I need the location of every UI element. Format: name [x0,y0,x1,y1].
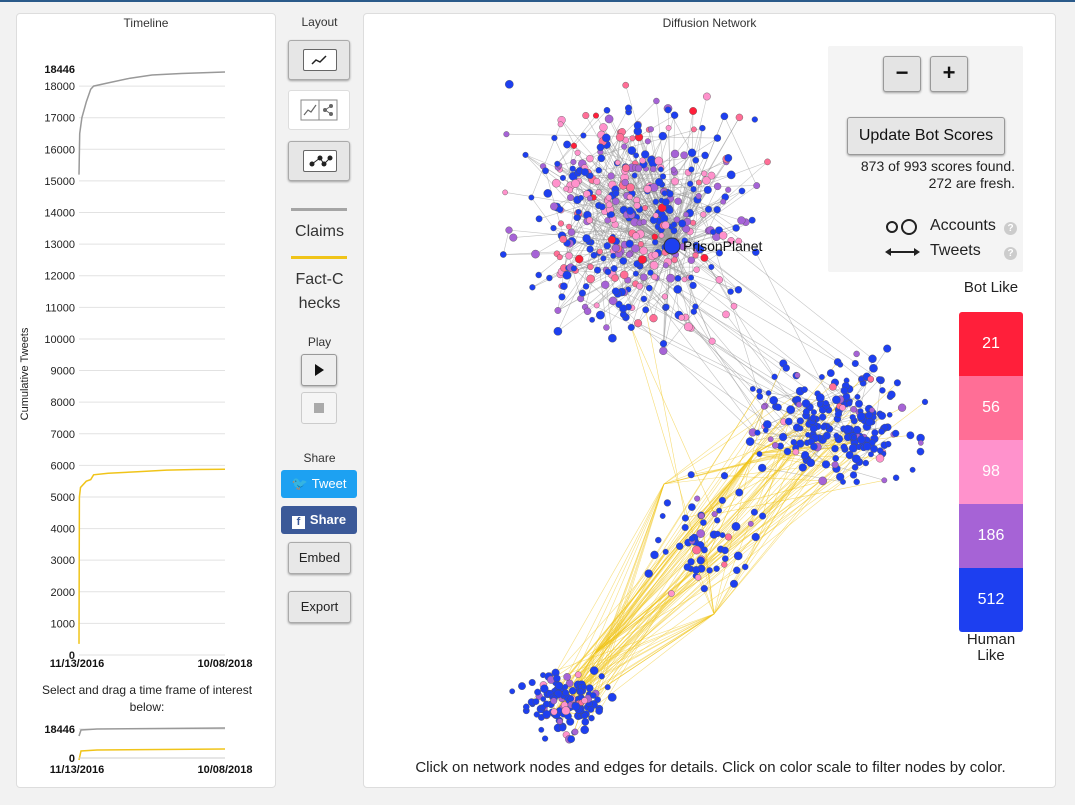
update-bot-scores-button[interactable]: Update Bot Scores [847,117,1005,155]
stop-icon [314,403,324,413]
brush-yellow-line [78,748,226,761]
tweet-label: Tweet [311,476,347,491]
y-max-label: 18446 [44,64,75,76]
scores-found-text: 873 of 993 scores found. [860,158,1015,174]
factchecks-text: Fact-Checks [295,271,344,312]
network-icon [303,150,337,172]
y-tick-label: 16000 [44,144,75,156]
claims-legend-line [291,208,347,211]
top-border [0,0,1075,2]
layout-split-button[interactable] [288,90,350,130]
controls-column: Layout Claims Fact-Checks Play Share 🐦 Tw… [281,13,357,788]
layout-timeline-button[interactable] [288,40,350,80]
timeline-chart[interactable]: Cumulative Tweets 0 1000 2000 3000 4000 5000 6… [17,54,275,714]
tweets-legend-label: Tweets [930,242,981,259]
y-tick-label: 5000 [51,492,75,504]
network-tools-box: − + Update Bot Scores 873 of 993 scores … [828,46,1023,272]
prisonplanet-node-label[interactable]: PrisonPlanet [683,238,763,254]
y-tick-label: 1000 [51,618,75,630]
bot-like-label: Bot Like [963,279,1019,296]
tweets-legend-icon [885,248,920,256]
human-like-label: Human Like [966,631,1016,664]
y-tick-label: 12000 [44,271,75,283]
y-tick-label: 7000 [51,429,75,441]
brush-end-label: 10/08/2018 [197,764,252,776]
share-title: Share [303,451,336,465]
timeline-panel: Timeline Cumulative Tweets 0 1000 2000 3000… [16,13,276,788]
y-tick-label: 18000 [44,81,75,93]
y-axis-label: Cumulative Tweets [19,327,31,420]
y-tick-label: 4000 [51,524,75,536]
y-tick-label: 10000 [44,334,75,346]
x-start-label: 11/13/2016 [50,658,104,670]
y-tick-label: 9000 [51,366,75,378]
y-tick-label: 0 [69,650,75,662]
y-tick-label: 8000 [51,397,75,409]
stop-button[interactable] [301,392,337,424]
embed-button[interactable]: Embed [288,542,351,574]
accounts-legend-icon [886,219,917,235]
network-title: Diffusion Network [662,16,757,30]
y-tick-label: 2000 [51,587,75,599]
claims-label[interactable]: Claims [295,223,344,240]
accounts-help-icon[interactable]: ? [1004,222,1017,235]
factchecks-series-line [78,468,226,644]
facebook-share-button[interactable]: f Share [281,506,357,534]
zoom-out-button[interactable]: − [883,56,921,92]
claims-series-line [78,71,226,175]
brush-zero-label: 0 [69,753,75,765]
network-caption: Click on network nodes and edges for det… [415,759,1006,776]
scale-bot-21[interactable]: 21 [959,312,1023,376]
play-title: Play [307,335,332,349]
diffusion-network-graph[interactable] [364,14,964,789]
tweet-button[interactable]: 🐦 Tweet [281,470,357,498]
scale-mid-98[interactable]: 98 [959,440,1023,504]
scale-human-512[interactable]: 512 [959,568,1023,632]
twitter-icon: 🐦 [291,476,308,491]
scores-fresh-text: 272 are fresh. [928,175,1015,191]
factchecks-legend-line [291,256,347,259]
zoom-in-button[interactable]: + [930,56,968,92]
y-tick-label: 14000 [44,208,75,220]
prisonplanet-node[interactable] [663,237,681,255]
factchecks-label[interactable]: Fact-Checks [282,268,357,316]
y-tick-label: 13000 [44,239,75,251]
timeline-brush[interactable]: 18446 0 11/13/2016 10/08/2018 [17,714,275,784]
timeline-title: Timeline [123,16,169,30]
x-end-label: 10/08/2018 [197,658,252,670]
y-tick-label: 15000 [44,176,75,188]
play-button[interactable] [301,354,337,386]
y-tick-label: 6000 [51,460,75,472]
y-tick-label: 17000 [44,113,75,125]
scale-bot-56[interactable]: 56 [959,376,1023,440]
export-button[interactable]: Export [288,591,351,623]
network-nodes[interactable] [499,80,929,744]
brush-max-label: 18446 [44,724,75,736]
y-tick-label: 11000 [45,302,75,314]
layout-title: Layout [301,15,338,29]
accounts-legend-label: Accounts [930,217,996,234]
fb-share-label: Share [309,512,347,527]
brush-grey-line [78,727,226,737]
split-view-icon [300,99,338,121]
timeline-hint: Select and drag a time frame of interest… [41,683,253,714]
y-tick-label: 3000 [51,555,75,567]
scale-human-186[interactable]: 186 [959,504,1023,568]
play-icon [315,364,324,376]
timeline-chart-icon [303,49,337,71]
brush-start-label: 11/13/2016 [50,764,104,776]
network-panel: Diffusion Network PrisonPlanet − + Updat… [363,13,1056,788]
tweets-help-icon[interactable]: ? [1004,247,1017,260]
layout-network-button[interactable] [288,141,350,181]
facebook-icon: f [291,516,305,529]
